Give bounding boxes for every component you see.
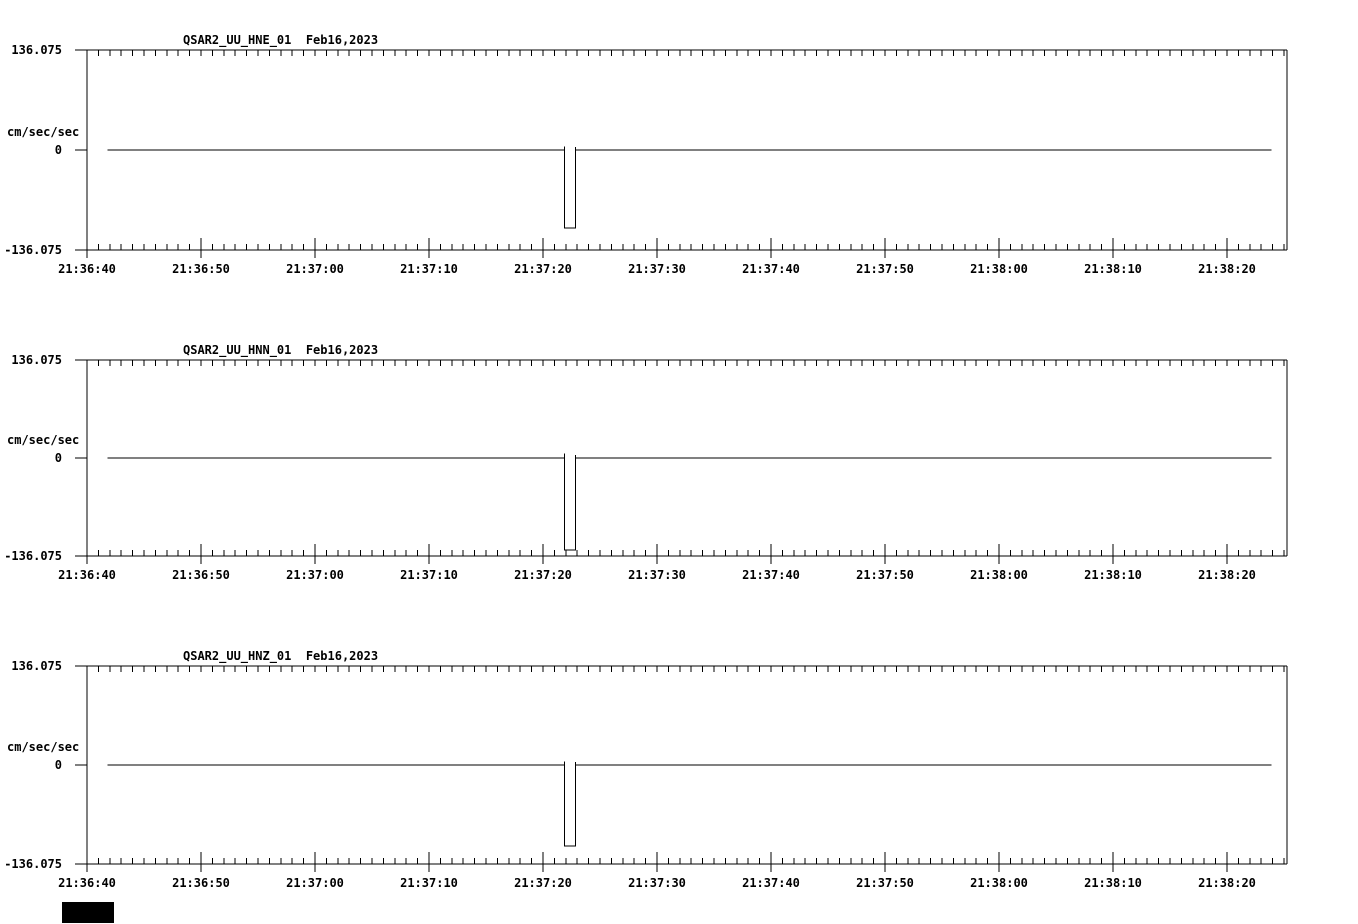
waveform-trace — [107, 761, 1272, 847]
x-tick-label: 21:37:00 — [286, 568, 344, 582]
x-tick-label: 21:38:10 — [1084, 262, 1142, 276]
x-axis-labels: 21:36:40 21:36:50 21:37:00 21:37:10 21:37:20… — [0, 568, 1358, 584]
x-tick-label: 21:38:20 — [1198, 262, 1256, 276]
x-tick-label: 21:38:20 — [1198, 568, 1256, 582]
y-axis-units-label: cm/sec/sec — [7, 740, 80, 754]
y-axis-min-label: -136.075 — [4, 549, 62, 563]
terminal-cursor — [62, 902, 114, 923]
x-tick-label: 21:37:00 — [286, 876, 344, 890]
x-tick-label: 21:37:50 — [856, 876, 914, 890]
y-axis-min-label: -136.075 — [4, 243, 62, 257]
x-tick-label: 21:37:40 — [742, 876, 800, 890]
x-tick-label: 21:36:50 — [172, 876, 230, 890]
x-tick-label: 21:36:50 — [172, 262, 230, 276]
x-tick-label: 21:38:20 — [1198, 876, 1256, 890]
x-tick-label: 21:37:50 — [856, 568, 914, 582]
x-tick-label: 21:37:20 — [514, 262, 572, 276]
x-tick-label: 21:38:10 — [1084, 876, 1142, 890]
x-tick-label: 21:36:40 — [58, 262, 116, 276]
x-tick-label: 21:38:10 — [1084, 568, 1142, 582]
x-tick-label: 21:38:00 — [970, 876, 1028, 890]
x-tick-label: 21:37:30 — [628, 876, 686, 890]
x-tick-label: 21:37:30 — [628, 568, 686, 582]
x-tick-label: 21:37:10 — [400, 262, 458, 276]
panel-title: QSAR2_UU_HNZ_01 Feb16,2023 — [183, 649, 379, 663]
y-axis-zero-label: 0 — [54, 143, 62, 157]
x-tick-label: 21:38:00 — [970, 568, 1028, 582]
x-tick-label: 21:37:30 — [628, 262, 686, 276]
x-tick-label: 21:37:40 — [742, 568, 800, 582]
y-axis-max-label: 136.075 — [11, 659, 62, 673]
x-axis-labels: 21:36:40 21:36:50 21:37:00 21:37:10 21:37:20… — [0, 876, 1358, 892]
x-tick-label: 21:37:20 — [514, 876, 572, 890]
x-tick-label: 21:37:50 — [856, 262, 914, 276]
x-tick-label: 21:37:20 — [514, 568, 572, 582]
y-axis-units-label: cm/sec/sec — [7, 125, 80, 139]
y-axis-units-label: cm/sec/sec — [7, 433, 80, 447]
x-tick-label: 21:36:50 — [172, 568, 230, 582]
x-tick-label: 21:36:40 — [58, 568, 116, 582]
y-axis-zero-label: 0 — [54, 758, 62, 772]
x-tick-label: 21:38:00 — [970, 262, 1028, 276]
y-axis-max-label: 136.075 — [11, 43, 62, 57]
x-axis-labels: 21:36:40 21:36:50 21:37:00 21:37:10 21:37:20… — [0, 262, 1358, 278]
x-tick-label: 21:37:10 — [400, 568, 458, 582]
panel-title: QSAR2_UU_HNN_01 Feb16,2023 — [183, 343, 379, 357]
y-axis-min-label: -136.075 — [4, 857, 62, 871]
y-axis-max-label: 136.075 — [11, 353, 62, 367]
x-tick-label: 21:36:40 — [58, 876, 116, 890]
waveform-trace — [107, 453, 1272, 551]
x-tick-label: 21:37:40 — [742, 262, 800, 276]
x-tick-label: 21:37:10 — [400, 876, 458, 890]
y-axis-zero-label: 0 — [54, 451, 62, 465]
x-tick-label: 21:37:00 — [286, 262, 344, 276]
panel-title: QSAR2_UU_HNE_01 Feb16,2023 — [183, 33, 379, 47]
waveform-trace — [107, 146, 1272, 229]
